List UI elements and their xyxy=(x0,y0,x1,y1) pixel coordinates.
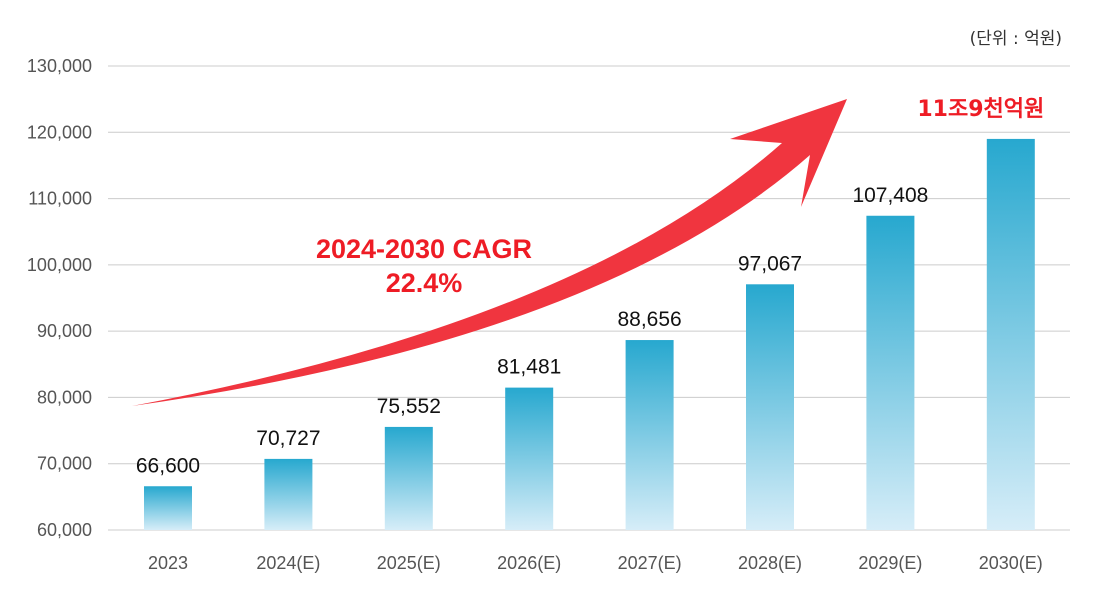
cagr-label-line2: 22.4% xyxy=(386,268,463,298)
x-tick-label: 2026(E) xyxy=(497,553,561,573)
data-label: 70,727 xyxy=(256,427,320,450)
x-tick-label: 2028(E) xyxy=(738,553,802,573)
bars xyxy=(144,138,1035,530)
data-label: 75,552 xyxy=(377,395,441,418)
x-tick-label: 2023 xyxy=(148,553,188,573)
x-tick-label: 2029(E) xyxy=(858,553,922,573)
cagr-label-line1: 2024-2030 CAGR xyxy=(316,234,532,264)
x-tick-label: 2025(E) xyxy=(377,553,441,573)
y-tick-label: 90,000 xyxy=(37,321,92,341)
growth-arrow-icon xyxy=(132,99,847,406)
x-tick-label: 2024(E) xyxy=(256,553,320,573)
x-tick-label: 2030(E) xyxy=(979,553,1043,573)
y-tick-label: 80,000 xyxy=(37,387,92,407)
bar xyxy=(505,387,554,530)
x-tick-label: 2027(E) xyxy=(618,553,682,573)
y-tick-label: 70,000 xyxy=(37,454,92,474)
highlight-data-label: 11조9천억원 xyxy=(917,97,1044,122)
y-tick-label: 110,000 xyxy=(28,189,92,209)
unit-label: (단위 : 억원) xyxy=(970,29,1062,49)
y-tick-label: 120,000 xyxy=(27,122,92,142)
y-tick-label: 100,000 xyxy=(27,255,92,275)
bar xyxy=(866,215,915,530)
x-axis-category-labels: 2023 2024(E) 2025(E) 2026(E) 2027(E) 2028(E) 2… xyxy=(148,553,1043,573)
data-label: 107,408 xyxy=(852,184,928,207)
bar xyxy=(264,458,313,530)
data-label: 81,481 xyxy=(497,356,561,379)
data-label: 88,656 xyxy=(617,308,681,331)
bar xyxy=(986,138,1035,530)
y-tick-label: 130,000 xyxy=(27,56,92,76)
bar xyxy=(384,426,433,530)
y-axis-tick-labels: 60,000 70,000 80,000 90,000 100,000 110,000 12… xyxy=(27,56,92,540)
bar xyxy=(144,486,192,530)
bar xyxy=(746,284,794,530)
y-tick-label: 60,000 xyxy=(37,520,92,540)
data-labels: 66,600 70,727 75,552 81,481 88,656 97,067 107,… xyxy=(136,97,1044,477)
gridlines xyxy=(108,65,1070,531)
data-label: 66,600 xyxy=(136,454,200,477)
data-label: 97,067 xyxy=(738,252,802,275)
bar xyxy=(625,340,674,530)
